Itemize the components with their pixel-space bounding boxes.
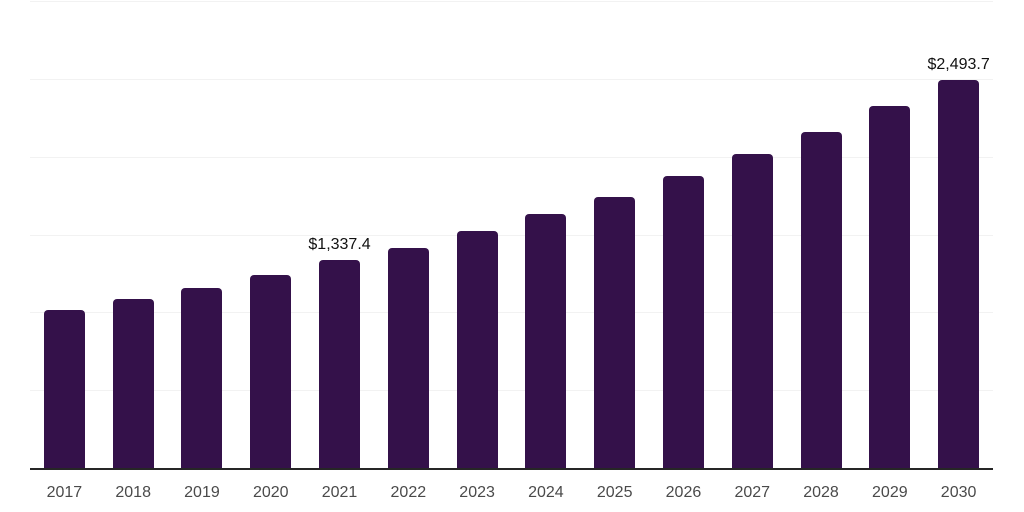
x-tick-2019: 2019 <box>184 484 220 501</box>
value-label-2030: $2,493.7 <box>927 55 990 73</box>
gridline-2500 <box>30 78 993 80</box>
bar-2019[interactable] <box>181 287 223 468</box>
x-tick-2025: 2025 <box>596 484 633 501</box>
bar-2029[interactable] <box>869 105 911 468</box>
x-tick-2026: 2026 <box>665 484 702 501</box>
value-label-2021: $1,337.4 <box>308 235 371 253</box>
x-tick-2018: 2018 <box>115 484 151 501</box>
x-tick-2024: 2024 <box>528 484 564 501</box>
bar-2021[interactable] <box>319 259 361 468</box>
x-tick-2023: 2023 <box>459 484 495 501</box>
x-tick-2029: 2029 <box>872 484 908 501</box>
gridline-2000 <box>30 156 993 158</box>
gridline-500 <box>30 390 993 392</box>
x-tick-2027: 2027 <box>734 484 771 501</box>
x-tick-2030: 2030 <box>940 484 977 501</box>
bar-2030[interactable] <box>938 79 980 468</box>
x-tick-2017: 2017 <box>46 484 83 501</box>
bar-2028[interactable] <box>800 131 842 468</box>
x-tick-2021: 2021 <box>321 484 358 501</box>
bar-2027[interactable] <box>731 154 773 468</box>
bar-2026[interactable] <box>662 175 704 468</box>
gridline-1000 <box>30 312 993 314</box>
bar-2025[interactable] <box>594 196 636 468</box>
bar-2023[interactable] <box>456 230 498 468</box>
gridline-1500 <box>30 234 993 236</box>
x-tick-2022: 2022 <box>390 484 427 501</box>
gridline-3000 <box>30 1 993 2</box>
bar-2024[interactable] <box>525 213 567 468</box>
bar-2020[interactable] <box>250 274 292 468</box>
plot-area: $1,337.4 $2,493.7 <box>30 1 993 470</box>
x-tick-2020: 2020 <box>252 484 289 501</box>
x-tick-2028: 2028 <box>803 484 839 501</box>
bar-2018[interactable] <box>112 298 154 468</box>
x-axis: 2017 2018 2019 2020 2021 2022 2023 2024 2025 2026… <box>30 483 993 505</box>
bar-2017[interactable] <box>43 310 85 468</box>
bar-2022[interactable] <box>387 247 429 468</box>
